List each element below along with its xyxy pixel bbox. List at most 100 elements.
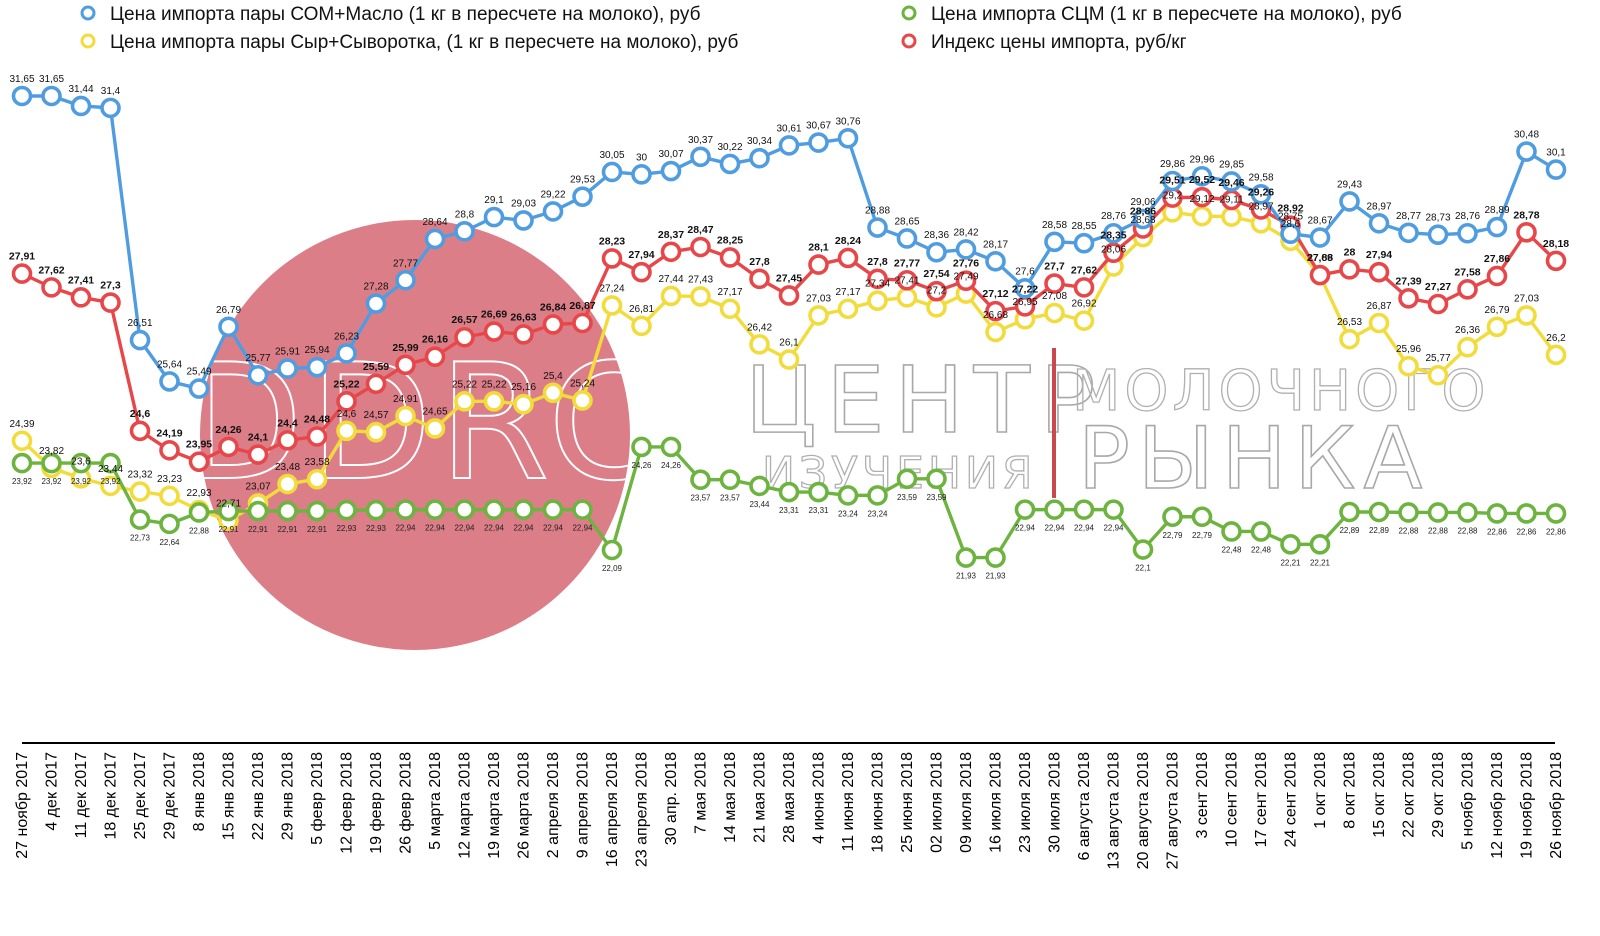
data-label-yellow-20: 27,24	[599, 283, 624, 294]
point-green-12	[365, 499, 387, 521]
point-blue-46	[1368, 212, 1390, 234]
data-label-green-10: 22,91	[307, 525, 328, 534]
point-yellow-9	[277, 473, 298, 495]
data-label-yellow-46: 26,87	[1366, 301, 1391, 312]
data-label-yellow-12: 24,57	[363, 410, 388, 421]
point-blue-48	[1427, 224, 1449, 245]
data-label-blue-12: 27,28	[363, 282, 388, 293]
point-blue-24	[719, 153, 741, 175]
point-green-19	[572, 499, 593, 520]
point-yellow-21	[631, 315, 652, 337]
point-blue-17	[513, 210, 534, 231]
data-label-green-24: 23,57	[720, 494, 741, 503]
point-blue-7	[218, 316, 239, 338]
data-label-yellow-51: 27,03	[1514, 293, 1539, 304]
data-label-yellow-26: 26,1	[779, 338, 799, 349]
point-blue-29	[867, 217, 888, 238]
data-label-yellow-9: 23,48	[275, 462, 300, 473]
data-label-yellow-17: 25,16	[511, 382, 536, 393]
x-tick-label-28: 11 июня 2018	[840, 752, 857, 852]
data-label-yellow-19: 25,24	[570, 378, 595, 389]
point-yellow-28	[837, 298, 859, 320]
data-label-yellow-35: 27,08	[1042, 291, 1067, 302]
point-yellow-23	[690, 286, 711, 307]
point-blue-2	[70, 95, 92, 117]
point-blue-50	[1486, 216, 1508, 238]
data-label-yellow-44: 27,09	[1307, 253, 1332, 264]
data-label-yellow-34: 26,95	[1012, 297, 1037, 308]
data-label-green-8: 22,91	[248, 525, 269, 534]
point-red-40	[1191, 186, 1213, 208]
data-label-green-43: 22,21	[1280, 558, 1301, 567]
point-yellow-25	[749, 334, 770, 355]
data-label-blue-8: 25,77	[245, 353, 270, 364]
data-label-blue-19: 29,53	[570, 175, 595, 186]
data-label-green-52: 22,86	[1546, 527, 1567, 536]
data-label-blue-27: 30,67	[806, 121, 831, 132]
data-label-blue-31: 28,36	[924, 230, 949, 241]
data-label-green-25: 23,44	[749, 500, 770, 509]
x-tick-label-18: 2 апреля 2018	[545, 752, 562, 858]
data-label-yellow-49: 26,36	[1455, 325, 1480, 336]
point-blue-9	[277, 358, 298, 379]
point-blue-22	[660, 160, 682, 182]
x-tick-label-46: 15 окт 2018	[1371, 752, 1388, 838]
x-tick-label-29: 18 июня 2018	[870, 752, 887, 853]
data-label-yellow-8: 23,07	[245, 481, 270, 492]
x-tick-label-31: 02 июля 2018	[929, 752, 946, 853]
point-yellow-30	[896, 287, 918, 308]
x-tick-label-50: 12 ноябр 2018	[1489, 752, 1506, 859]
point-red-31	[926, 280, 947, 302]
data-label-green-2: 23,92	[71, 477, 92, 486]
point-red-10	[306, 426, 328, 447]
x-tick-label-51: 19 ноябр 2018	[1519, 752, 1536, 859]
point-yellow-17	[513, 393, 534, 415]
data-label-green-49: 22,88	[1457, 526, 1478, 535]
point-blue-47	[1398, 222, 1419, 244]
data-label-yellow-11: 24,6	[337, 409, 357, 420]
x-tick-label-30: 25 июня 2018	[899, 752, 916, 853]
data-label-yellow-33: 26,68	[983, 310, 1008, 321]
data-label-blue-43: 28,75	[1278, 212, 1303, 223]
point-yellow-24	[719, 298, 741, 320]
data-label-blue-34: 27,6	[1015, 266, 1035, 277]
data-label-yellow-14: 24,65	[422, 406, 447, 417]
point-red-15	[454, 326, 475, 348]
point-blue-37	[1103, 222, 1124, 244]
data-label-red-4: 24,6	[130, 408, 151, 420]
data-label-green-22: 24,26	[661, 461, 682, 470]
point-green-14	[424, 499, 446, 520]
data-label-yellow-37: 28,06	[1101, 244, 1126, 255]
data-label-green-42: 22,48	[1251, 545, 1272, 554]
data-label-green-40: 22,79	[1192, 531, 1213, 540]
data-label-green-20: 22,09	[602, 564, 623, 573]
legend-label-green: Цена импорта СЦМ (1 кг в пересчете на мо…	[931, 4, 1402, 25]
data-label-red-2: 27,41	[68, 274, 94, 286]
data-label-yellow-48: 25,77	[1425, 353, 1450, 364]
data-label-blue-23: 30,37	[688, 135, 713, 146]
point-green-46	[1368, 501, 1390, 523]
data-label-green-27: 23,31	[808, 506, 829, 515]
x-tick-label-33: 16 июля 2018	[988, 752, 1005, 853]
data-label-red-33: 27,12	[982, 288, 1008, 300]
x-tick-label-17: 26 марта 2018	[516, 752, 533, 859]
point-red-0	[11, 263, 33, 284]
data-label-blue-26: 30,61	[776, 123, 801, 134]
point-green-34	[1014, 499, 1036, 520]
point-yellow-46	[1368, 312, 1390, 334]
point-red-23	[690, 236, 711, 258]
x-tick-label-47: 22 окт 2018	[1401, 752, 1418, 838]
data-label-yellow-10: 23,58	[304, 457, 329, 468]
data-label-yellow-6: 22,93	[186, 488, 211, 499]
data-label-red-1: 27,62	[38, 264, 64, 276]
data-label-red-31: 27,54	[923, 268, 949, 280]
data-label-red-30: 27,77	[894, 257, 920, 269]
data-label-red-14: 26,16	[422, 334, 448, 346]
point-blue-25	[749, 147, 770, 169]
point-green-42	[1250, 521, 1272, 542]
point-green-31	[926, 468, 947, 490]
point-yellow-51	[1516, 305, 1537, 326]
data-label-yellow-1: 23,82	[39, 446, 64, 457]
data-label-green-21: 24,26	[631, 461, 652, 470]
data-label-red-32: 27,76	[953, 258, 979, 270]
